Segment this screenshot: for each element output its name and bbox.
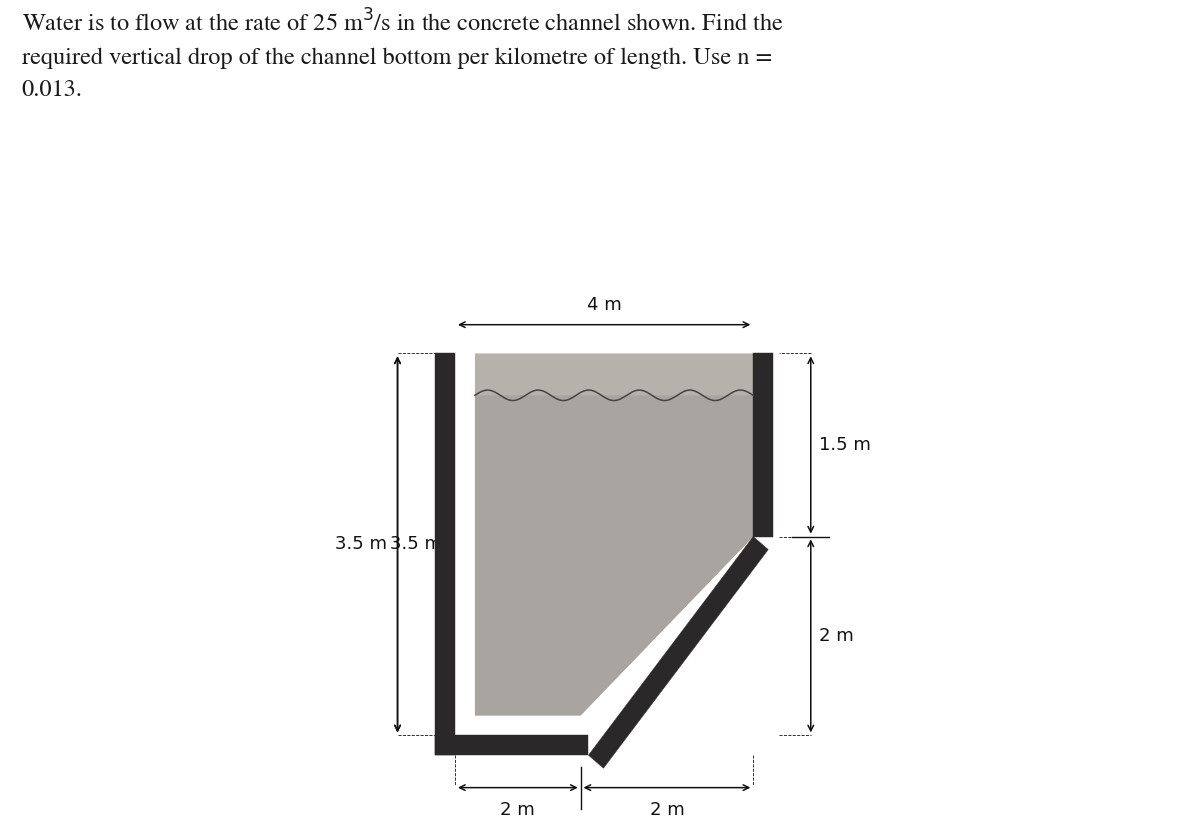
Polygon shape (475, 353, 754, 715)
Polygon shape (436, 736, 588, 755)
Text: 3.5 m: 3.5 m (390, 535, 442, 553)
Text: Water is to flow at the rate of 25 m$^3$/s in the concrete channel shown. Find t: Water is to flow at the rate of 25 m$^3$… (22, 10, 784, 101)
Polygon shape (475, 395, 754, 715)
Text: 4 m: 4 m (587, 296, 622, 314)
Text: 1.5 m: 1.5 m (818, 436, 870, 454)
Polygon shape (754, 353, 773, 537)
Text: 2 m: 2 m (818, 627, 853, 645)
Polygon shape (588, 537, 768, 769)
Polygon shape (436, 353, 455, 755)
Text: 2 m: 2 m (649, 801, 684, 819)
Text: 3.5 m: 3.5 m (335, 535, 388, 553)
Text: 2 m: 2 m (500, 801, 535, 819)
